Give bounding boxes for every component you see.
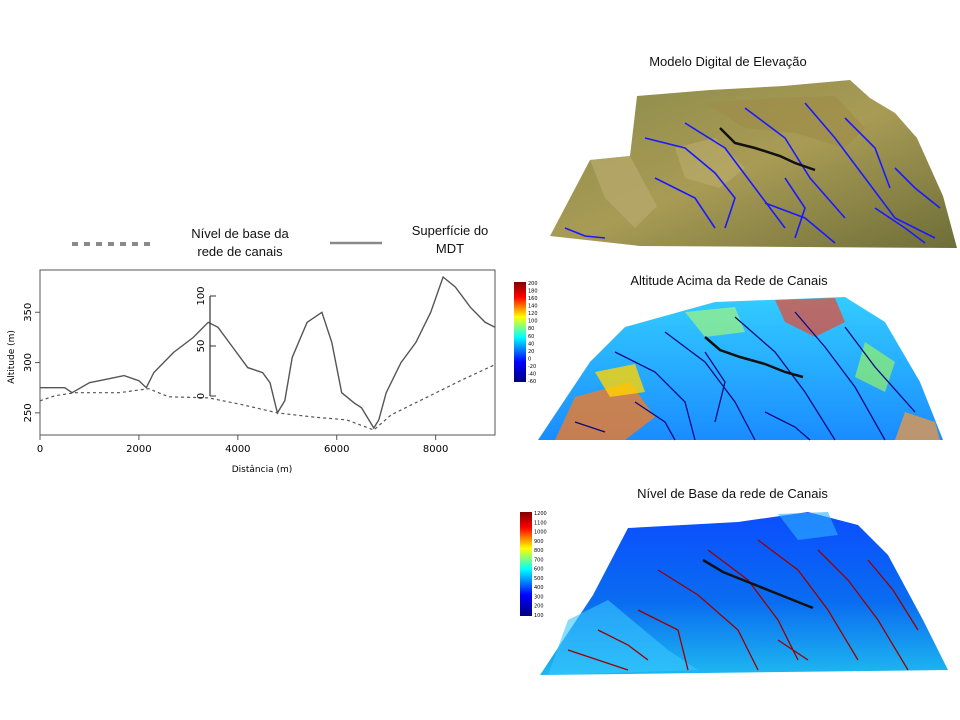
colorbar-tick-label: 180 [528,289,538,295]
colorbar-tick-label: 80 [528,326,534,332]
colorbar-tick-label: 40 [528,341,534,347]
base-colorbar: 1200 1100 1000 900 800 700 600 500 400 300 200 100 [520,511,547,619]
dem-title: Modelo Digital de Elevação [649,54,807,69]
colorbar-tick-label: 400 [534,585,544,591]
colorbar-tick-label: 1000 [534,530,547,536]
colorbar-tick-label: 600 [534,567,544,573]
y-tick-label: 300 [23,353,34,372]
colorbar-tick-label: 900 [534,539,544,545]
y-tick-label: 350 [23,303,34,322]
x-tick-label: 2000 [126,444,151,455]
colorbar-tick-label: -20 [528,364,536,370]
colorbar-tick-label: 800 [534,548,544,554]
colorbar-tick-label: 1200 [534,511,547,517]
x-tick-label: 0 [37,444,43,455]
colorbar-tick-label: 100 [528,319,538,325]
y-axis-label: Altitude (m) [7,330,17,384]
hand-surface [538,297,943,441]
x-tick-label: 6000 [324,444,349,455]
colorbar-tick-label: 300 [534,594,544,600]
x-tick-label: 4000 [225,444,250,455]
dem-surface [550,80,957,248]
colorbar-tick-label: 1100 [534,520,547,526]
y-tick-label: 250 [23,403,34,422]
colorbar-tick-label: 200 [528,281,538,287]
profile-chart: 0 2000 4000 6000 8000 250 300 350 Distância (m)… [7,269,496,475]
legend-dashed-swatch [72,242,150,246]
colorbar-tick-label: 120 [528,311,538,317]
colorbar-tick-label: -40 [528,371,536,377]
plot-frame [39,269,496,436]
colorbar-tick-label: 60 [528,334,534,340]
x-axis-label: Distância (m) [232,465,292,475]
colorbar-tick-label: 20 [528,349,534,355]
colorbar-tick-label: 140 [528,304,538,310]
legend-solid-swatch [330,241,382,245]
colorbar-tick-label: 160 [528,296,538,302]
colorbar-tick-label: -60 [528,379,536,385]
inset-tick-label: 0 [196,393,207,399]
legend-solid-label: Superfície do MDT [411,223,489,256]
colorbar-tick-label: 0 [528,356,531,362]
base-surface [540,512,948,675]
colorbar-tick-label: 200 [534,604,544,610]
inset-tick-label: 50 [196,340,207,353]
inset-axis: 0 50 100 [196,286,216,399]
colorbar-tick-label: 500 [534,576,544,582]
inset-tick-label: 100 [196,286,207,305]
hand-title: Altitude Acima da Rede de Canais [630,273,828,288]
colorbar-tick-label: 100 [534,613,544,619]
legend-dashed-label: Nível de base da rede de canais [191,226,289,259]
colorbar-tick-label: 700 [534,557,544,563]
base-title: Nível de Base da rede de Canais [637,486,828,501]
x-tick-label: 8000 [423,444,448,455]
series-dem-surface [40,275,496,430]
series-channel-base-level [39,364,496,431]
